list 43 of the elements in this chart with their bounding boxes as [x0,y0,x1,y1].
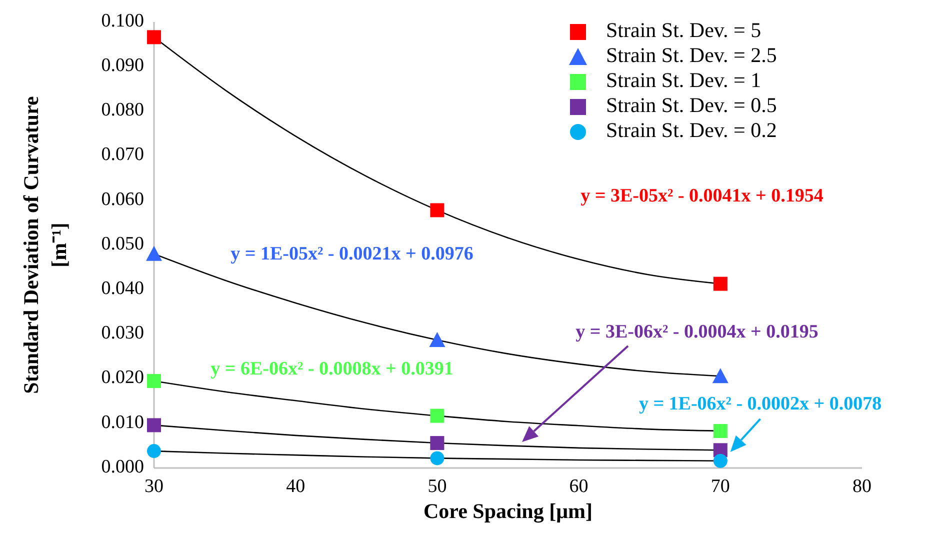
x-tick-label: 30 [144,476,164,497]
y-tick-label: 0.100 [101,10,144,32]
legend-label: Strain St. Dev. = 0.5 [606,92,777,117]
y-tick-label: 0.070 [101,144,144,166]
x-axis-title: Core Spacing [μm] [423,499,593,523]
point [429,332,446,347]
point [147,418,161,432]
point [146,246,162,261]
annotation: y = 3E-05x² - 0.0041x + 0.1954 [580,185,824,206]
y-tick-label: 0.050 [101,233,144,254]
point [713,454,728,468]
point [713,276,728,291]
legend-label: Strain St. Dev. = 1 [606,68,762,92]
annotation: y = 6E-06x² - 0.0008x + 0.0391 [210,358,454,380]
x-tick-label: 60 [569,476,588,497]
y-tick-label: 0.060 [101,188,144,210]
legend-label: Strain St. Dev. = 0.2 [606,118,777,142]
point [430,436,444,450]
legend-label: Strain St. Dev. = 2.5 [606,42,777,67]
y-tick-label: 0.080 [101,100,144,121]
point [430,451,444,466]
point [713,424,728,438]
point [430,408,444,423]
y-tick-label: 0.020 [101,367,144,388]
point [147,374,161,388]
y-tick-label: 0.030 [101,322,144,344]
point [147,30,161,44]
x-tick-label: 80 [852,476,872,497]
y-tick-label: 0.040 [101,278,144,299]
point [712,368,728,384]
legend-label: Strain St. Dev. = 5 [606,18,762,42]
point [430,203,444,218]
x-tick-label: 50 [428,476,447,497]
annotation: y = 3E-06x² - 0.0004x + 0.0195 [576,321,818,342]
annotation: y = 1E-05x² - 0.0021x + 0.0976 [230,243,474,264]
y-tick-label: 0.000 [101,456,144,478]
annotation: y = 1E-06x² - 0.0002x + 0.0078 [638,393,882,414]
y-axis-title: Standard Deviation of Curvature [m⁻¹] [19,96,71,394]
x-tick-label: 70 [710,476,730,497]
x-tick-label: 40 [286,476,306,497]
point [147,444,161,458]
y-tick-label: 0.010 [101,412,144,433]
y-tick-label: 0.090 [101,54,144,76]
